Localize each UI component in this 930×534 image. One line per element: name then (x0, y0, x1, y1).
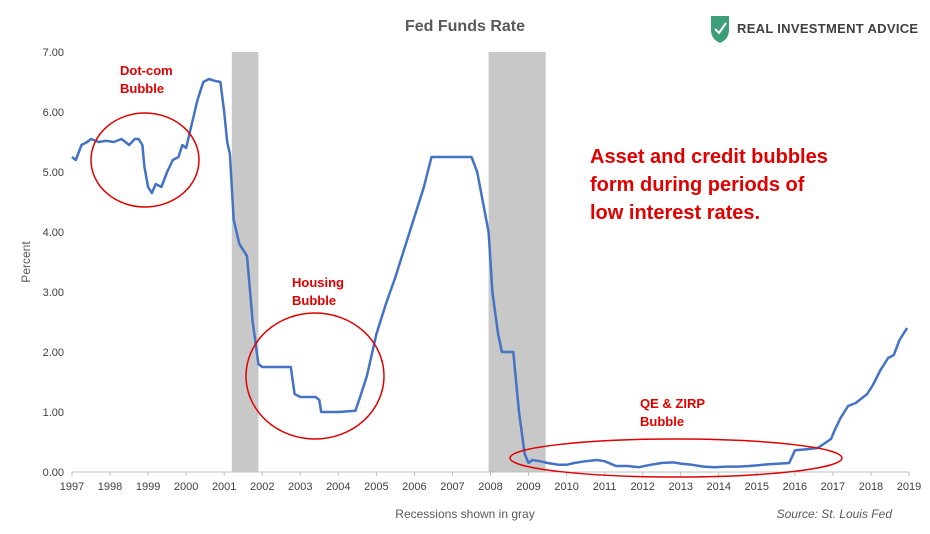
x-tick-label: 2012 (630, 481, 654, 493)
x-tick-label: 2019 (897, 481, 921, 493)
y-tick-label: 0.00 (43, 467, 64, 479)
dotcom-line-1: Dot-com (120, 63, 173, 78)
x-tick-label: 2013 (668, 481, 692, 493)
x-tick-label: 2002 (250, 481, 274, 493)
qe-bubble-ellipse (509, 438, 843, 478)
x-tick-label: 2008 (478, 481, 502, 493)
x-tick-label: 2014 (707, 481, 731, 493)
x-tick-label: 1997 (60, 481, 84, 493)
x-tick-label: 2018 (859, 481, 883, 493)
dotcom-bubble-circle (90, 112, 200, 208)
x-tick-label: 2016 (783, 481, 807, 493)
logo-text: REAL INVESTMENT ADVICE (737, 21, 918, 36)
qe-annotation: QE & ZIRP Bubble (640, 396, 708, 429)
x-tick-label: 2010 (554, 481, 578, 493)
x-tick-label: 1998 (98, 481, 122, 493)
y-tick-label: 2.00 (43, 347, 64, 359)
shield-check-icon (714, 22, 727, 35)
message-line-3: low interest rates. (590, 202, 760, 224)
x-tick-label: 2011 (593, 481, 617, 493)
qe-line-2: Bubble (640, 414, 684, 429)
y-tick-label: 1.00 (43, 407, 64, 419)
housing-bubble-circle (245, 312, 385, 440)
chart-title: Fed Funds Rate (405, 18, 525, 35)
y-tick-label: 5.00 (43, 167, 64, 179)
y-ticks: 0.00 1.00 2.00 3.00 4.00 5.00 6.00 7.00 (43, 47, 64, 479)
x-axis-label: Recessions shown in gray (395, 507, 534, 521)
x-tick-label: 2003 (288, 481, 312, 493)
qe-line-1: QE & ZIRP (640, 396, 705, 411)
x-tick-label: 2001 (212, 481, 236, 493)
x-tick-label: 2005 (364, 481, 388, 493)
fed-funds-rate-line (71, 77, 909, 469)
dotcom-annotation: Dot-com Bubble (120, 63, 176, 96)
recession-bands (231, 52, 546, 472)
y-axis-label: Percent (19, 241, 33, 283)
housing-annotation: Housing Bubble (292, 275, 348, 308)
x-tick-label: 2017 (821, 481, 845, 493)
x-tick-label: 2007 (440, 481, 464, 493)
x-ticks: 1997 1998 1999 2000 2001 2002 2003 2004 2005 2006… (60, 481, 921, 493)
y-tick-label: 7.00 (43, 47, 64, 59)
y-tick-label: 4.00 (43, 227, 64, 239)
y-tick-label: 6.00 (43, 107, 64, 119)
x-tick-label: 2006 (402, 481, 426, 493)
y-tick-label: 3.00 (43, 287, 64, 299)
series (71, 77, 909, 469)
x-tick-label: 2015 (745, 481, 769, 493)
x-tick-label: 2009 (516, 481, 540, 493)
logo: REAL INVESTMENT ADVICE (711, 16, 918, 43)
x-tick-label: 1999 (136, 481, 160, 493)
source-note: Source: St. Louis Fed (777, 507, 893, 521)
axes (71, 471, 910, 476)
dotcom-line-2: Bubble (120, 81, 164, 96)
recession-band (488, 52, 546, 472)
x-tick-label: 2000 (174, 481, 198, 493)
message-line-1: Asset and credit bubbles (590, 146, 828, 168)
housing-line-2: Bubble (292, 293, 336, 308)
main-message: Asset and credit bubbles form during per… (590, 146, 833, 224)
message-line-2: form during periods of (590, 174, 805, 196)
housing-line-1: Housing (292, 275, 344, 290)
x-tick-label: 2004 (326, 481, 350, 493)
recession-band (231, 52, 259, 472)
shield-icon (711, 16, 729, 43)
